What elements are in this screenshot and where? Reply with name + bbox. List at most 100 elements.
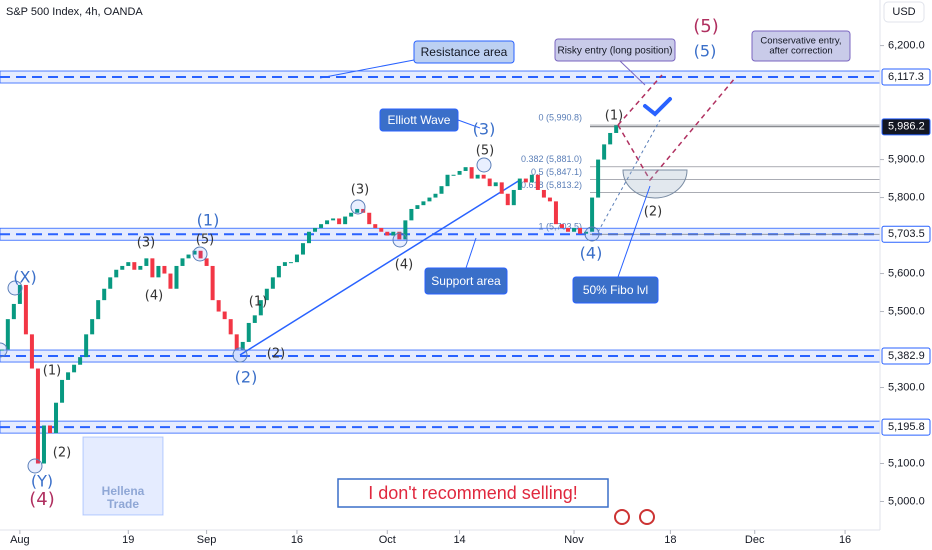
- candle: [493, 182, 498, 187]
- fibo-label-box: [572, 276, 659, 304]
- event-flag: [639, 509, 655, 525]
- candle: [126, 262, 131, 266]
- y-tick-label: 5,500.0: [888, 305, 925, 317]
- currency[interactable]: USD: [892, 6, 915, 18]
- candle: [475, 174, 480, 179]
- candle: [156, 265, 161, 278]
- wave-label: (3): [351, 183, 369, 198]
- level-label-box: [881, 225, 931, 243]
- candle: [367, 212, 372, 225]
- plot-area: 0 (5,990.8) 0.382 (5,881.0) 0.5 (5,847.1) 0…: [0, 30, 881, 516]
- candle: [596, 159, 601, 198]
- candle: [547, 197, 552, 202]
- x-tick-label: Dec: [745, 534, 765, 546]
- fib-label: 0.382 (5,881.0): [521, 154, 582, 164]
- candle: [409, 208, 414, 221]
- logo-box: [82, 436, 164, 516]
- candle: [270, 277, 275, 289]
- fib-label: 0.618 (5,813.2): [521, 180, 582, 190]
- candle: [403, 220, 408, 240]
- candle: [578, 227, 583, 234]
- wave-point: [584, 226, 600, 242]
- y-tick-label: 5,800.0: [888, 191, 925, 203]
- candle: [391, 231, 396, 236]
- candle: [294, 254, 299, 263]
- callout: [465, 237, 477, 269]
- candle: [66, 372, 71, 380]
- candle: [29, 334, 34, 369]
- candle: [565, 227, 570, 232]
- y-tick-label: 6,200.0: [888, 39, 925, 51]
- level-label-box: [881, 68, 931, 86]
- candle: [41, 425, 46, 464]
- symbol: S&P 500 Index, 4h, OANDA: [6, 6, 143, 18]
- candle: [132, 262, 137, 270]
- risky-label-box: [554, 38, 676, 62]
- candle: [186, 254, 191, 259]
- candle: [319, 224, 324, 228]
- candle: [529, 174, 534, 183]
- candle: [35, 368, 40, 464]
- wave-label: (5): [476, 144, 494, 159]
- wave-label: (1): [43, 364, 61, 379]
- support-label: Support area: [431, 274, 501, 288]
- callout: [619, 60, 646, 86]
- wave-label: (2): [267, 347, 285, 362]
- candle: [421, 201, 426, 206]
- candle: [433, 193, 438, 198]
- wave-label: (4): [395, 258, 413, 273]
- candle: [457, 170, 462, 175]
- candle: [120, 265, 125, 270]
- candle: [313, 227, 318, 232]
- candle: [282, 262, 287, 266]
- y-tick-label: 5,600.0: [888, 267, 925, 279]
- candle: [192, 250, 197, 255]
- wave-label: (2): [235, 368, 258, 387]
- candle: [337, 218, 342, 225]
- wave-label: (Y): [31, 472, 53, 491]
- candle: [144, 258, 149, 266]
- candle: [379, 227, 384, 232]
- level-label-box: [881, 418, 931, 436]
- candle: [240, 341, 245, 350]
- candle: [535, 174, 540, 190]
- y-tick-label: 5,300.0: [888, 381, 925, 393]
- y-tick-label: 5,900.0: [888, 153, 925, 165]
- wave-label: (1): [197, 211, 220, 230]
- candle: [234, 334, 239, 350]
- candle: [180, 258, 185, 266]
- candle: [602, 144, 607, 160]
- logo-text: Hellena: [102, 484, 145, 498]
- wave-point: [27, 458, 43, 474]
- wave-point: [392, 232, 408, 248]
- candle: [553, 201, 558, 225]
- candle: [96, 300, 101, 320]
- candle: [463, 167, 468, 171]
- candle: [47, 425, 52, 434]
- candle: [614, 125, 619, 133]
- candle: [11, 303, 16, 320]
- candle: [168, 273, 173, 289]
- candle: [23, 284, 28, 335]
- conservative-box: [751, 30, 851, 62]
- resistance-label-box: [413, 40, 515, 64]
- candle: [17, 284, 22, 304]
- wave-label: (2): [53, 446, 71, 461]
- risky-label: Risky entry (long position): [557, 46, 672, 57]
- conservative-label: Conservative entry,: [760, 36, 841, 47]
- candle: [60, 379, 65, 403]
- wave-label: (1): [249, 295, 267, 310]
- candle: [361, 208, 366, 213]
- wave-label: (1): [605, 109, 623, 124]
- candle: [355, 208, 360, 213]
- conservative-path: [617, 77, 736, 182]
- callout: [617, 185, 651, 278]
- wave-point: [192, 246, 208, 262]
- wave-label: (3): [137, 236, 155, 251]
- candle: [108, 277, 113, 289]
- elliott-label: Elliott Wave: [388, 113, 451, 127]
- candle: [451, 174, 456, 176]
- wave-label: (4): [29, 489, 55, 510]
- currency-box[interactable]: [883, 1, 925, 23]
- candle: [343, 216, 348, 225]
